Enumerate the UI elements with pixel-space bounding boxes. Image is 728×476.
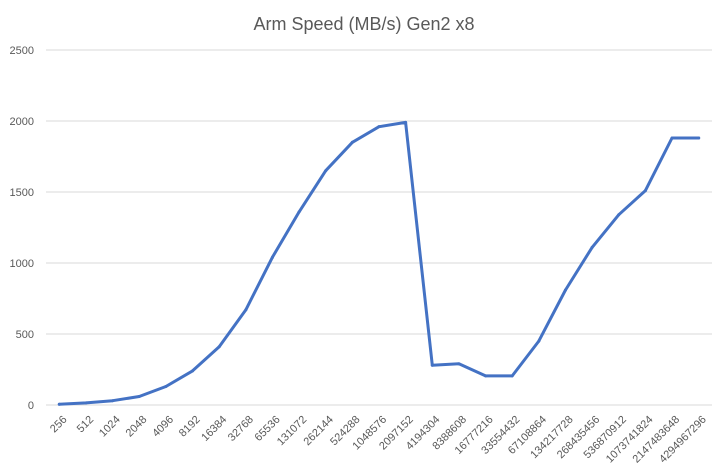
x-tick-label: 2048 [124, 414, 150, 440]
data-point [270, 255, 274, 259]
data-point [111, 399, 115, 403]
data-point [484, 374, 488, 378]
x-tick-label: 16384 [199, 414, 229, 444]
data-point [164, 385, 168, 389]
data-point [57, 402, 61, 406]
x-tick-label: 32768 [226, 414, 256, 444]
y-tick-label: 2000 [10, 116, 34, 128]
data-point [643, 189, 647, 193]
data-point [563, 288, 567, 292]
series-layer [57, 120, 701, 406]
x-tick-label: 512 [75, 414, 96, 435]
gridlines [46, 49, 712, 406]
x-tick-label: 4096 [150, 414, 176, 440]
data-point [404, 120, 408, 124]
data-point [324, 169, 328, 173]
data-point [297, 210, 301, 214]
data-point [191, 369, 195, 373]
x-axis: 256 512 1024 2048 4096 8192163843276865536131… [48, 414, 709, 466]
chart-title: Arm Speed (MB/s) Gen2 x8 [253, 14, 474, 34]
y-axis: 0 500 1000 1500 2000 2500 [10, 45, 34, 412]
data-point [430, 363, 434, 367]
data-point [590, 245, 594, 249]
data-point [510, 374, 514, 378]
data-point [697, 136, 701, 140]
data-point [537, 339, 541, 343]
data-point [217, 345, 221, 349]
y-tick-label: 1500 [10, 187, 34, 199]
data-point [350, 140, 354, 144]
data-point [670, 136, 674, 140]
y-tick-label: 2500 [10, 45, 34, 57]
y-tick-label: 500 [16, 329, 34, 341]
x-tick-label: 1024 [97, 414, 123, 440]
data-point [617, 213, 621, 217]
data-point [457, 362, 461, 366]
y-tick-label: 1000 [10, 258, 34, 270]
y-tick-label: 0 [28, 400, 34, 412]
data-point [377, 125, 381, 129]
data-point [244, 308, 248, 312]
x-tick-label: 256 [48, 414, 69, 435]
data-point [137, 394, 141, 398]
data-point [84, 401, 88, 405]
